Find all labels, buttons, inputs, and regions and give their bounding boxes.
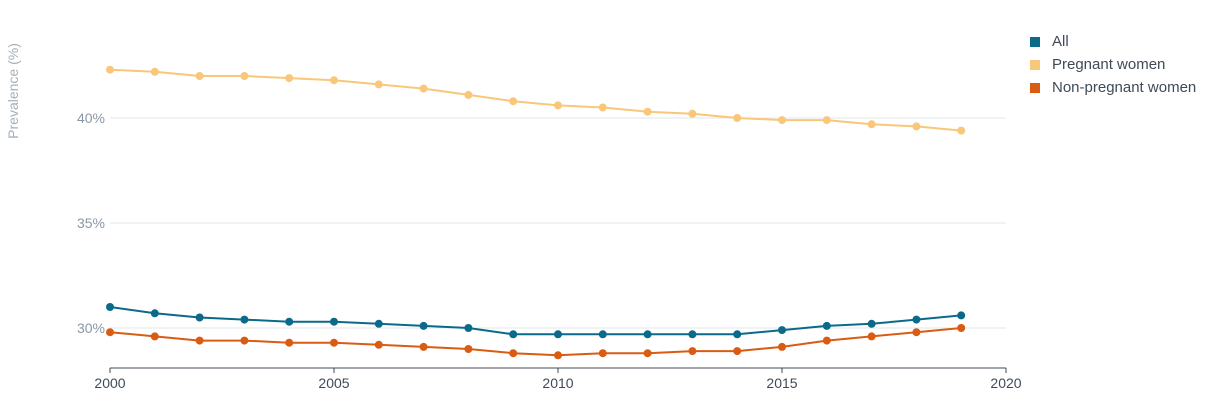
data-point-non-pregnant-women: [957, 324, 966, 332]
data-point-non-pregnant-women: [330, 338, 338, 347]
legend-item-pregnant-women[interactable]: Pregnant women: [1030, 53, 1196, 76]
x-tick-label: 2005: [318, 375, 349, 391]
legend-item-non-pregnant-women[interactable]: Non-pregnant women: [1030, 76, 1196, 99]
data-point-pregnant-women: [957, 126, 966, 135]
data-point-all: [285, 317, 294, 326]
data-point-non-pregnant-women: [464, 345, 473, 353]
data-point-all: [688, 330, 697, 339]
data-point-non-pregnant-women: [106, 328, 114, 337]
data-point-all: [195, 313, 204, 322]
data-point-all: [598, 330, 607, 339]
y-axis-label: Prevalence (%): [5, 43, 21, 139]
x-tick-label: 2000: [94, 375, 125, 391]
data-point-non-pregnant-women: [688, 347, 697, 356]
legend-swatch-pregnant-women: [1030, 59, 1040, 70]
data-point-all: [419, 321, 428, 330]
x-tick-label: 2010: [542, 375, 573, 391]
data-point-non-pregnant-women: [285, 338, 294, 347]
y-tick-label: 35%: [77, 215, 105, 231]
data-point-pregnant-women: [598, 103, 607, 112]
data-point-non-pregnant-women: [643, 349, 652, 358]
data-point-non-pregnant-women: [150, 332, 159, 341]
data-point-non-pregnant-women: [419, 342, 428, 351]
data-point-all: [464, 324, 473, 332]
legend-label: Pregnant women: [1052, 56, 1166, 73]
data-point-pregnant-women: [374, 80, 383, 89]
data-point-non-pregnant-women: [554, 351, 562, 360]
data-point-all: [822, 321, 831, 330]
data-point-all: [733, 330, 742, 339]
data-point-pregnant-women: [330, 76, 338, 85]
legend-swatch-non-pregnant-women: [1030, 82, 1040, 93]
data-point-pregnant-women: [733, 114, 742, 122]
data-point-pregnant-women: [150, 67, 159, 76]
data-point-all: [957, 311, 966, 320]
data-point-non-pregnant-women: [822, 336, 831, 345]
series-line-all: [109, 306, 962, 336]
data-point-all: [374, 319, 383, 328]
series-pregnant-women: [106, 65, 966, 135]
data-point-non-pregnant-women: [733, 347, 742, 356]
y-tick-labels: 30% 35% 40%: [77, 110, 105, 336]
data-point-pregnant-women: [464, 90, 473, 99]
y-tick-label: 30%: [77, 320, 105, 336]
legend: All Pregnant women Non-pregnant women: [1030, 30, 1196, 99]
data-point-all: [240, 315, 249, 324]
data-point-non-pregnant-women: [778, 342, 786, 351]
legend-swatch-all: [1030, 36, 1040, 47]
data-point-non-pregnant-women: [509, 349, 518, 358]
data-point-pregnant-women: [688, 109, 697, 118]
legend-label: Non-pregnant women: [1052, 79, 1197, 96]
data-point-all: [106, 303, 114, 311]
y-tick-label: 40%: [77, 110, 105, 126]
data-point-pregnant-women: [285, 74, 294, 83]
series-line-non-pregnant-women: [109, 327, 962, 357]
data-point-pregnant-women: [240, 72, 249, 80]
data-point-pregnant-women: [822, 116, 831, 125]
series-lines: [106, 65, 966, 360]
data-point-non-pregnant-women: [598, 349, 607, 358]
data-point-pregnant-women: [419, 84, 428, 93]
data-point-all: [554, 330, 562, 339]
data-point-pregnant-women: [554, 101, 562, 110]
data-point-non-pregnant-women: [195, 336, 204, 345]
x-tick-label: 2020: [990, 375, 1021, 391]
x-tick-label: 2015: [766, 375, 797, 391]
data-point-non-pregnant-women: [240, 336, 249, 345]
data-point-non-pregnant-women: [912, 328, 921, 337]
data-point-pregnant-women: [195, 72, 204, 80]
data-point-pregnant-women: [778, 116, 786, 125]
legend-item-all[interactable]: All: [1030, 30, 1196, 53]
series-all: [106, 303, 966, 339]
data-point-all: [867, 319, 876, 328]
data-point-all: [150, 309, 159, 318]
data-point-all: [509, 330, 518, 339]
data-point-pregnant-women: [912, 122, 921, 131]
data-point-pregnant-women: [867, 120, 876, 129]
data-point-pregnant-women: [509, 97, 518, 106]
data-point-pregnant-women: [643, 107, 652, 116]
data-point-all: [330, 317, 338, 326]
series-non-pregnant-women: [106, 324, 966, 360]
x-tick-labels: 2000 2005 2010 2015 2020: [94, 368, 1022, 391]
legend-label: All: [1052, 33, 1069, 50]
grid-lines: [110, 117, 1006, 329]
data-point-pregnant-women: [106, 65, 114, 74]
data-point-all: [643, 330, 652, 339]
series-line-pregnant-women: [109, 68, 962, 132]
data-point-non-pregnant-women: [867, 332, 876, 341]
data-point-non-pregnant-women: [374, 340, 383, 349]
data-point-all: [912, 315, 921, 324]
data-point-all: [778, 326, 786, 335]
